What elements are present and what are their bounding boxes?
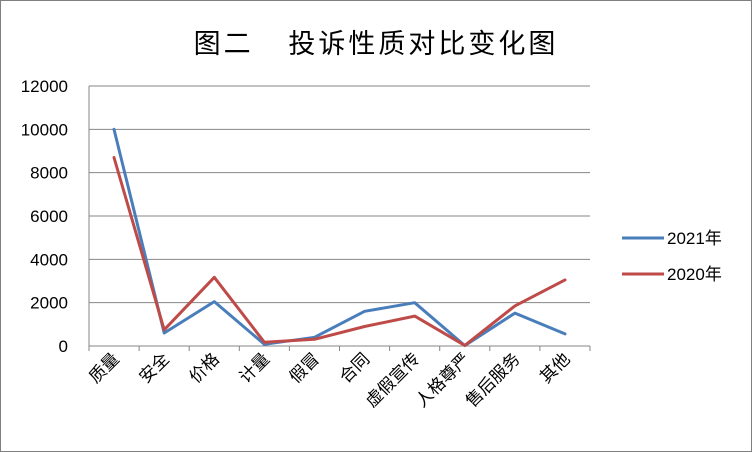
y-tick-label: 12000	[21, 77, 68, 96]
y-tick-label: 6000	[30, 207, 68, 226]
y-tick-label: 4000	[30, 250, 68, 269]
x-category-label: 其他	[536, 349, 574, 387]
y-tick-label: 8000	[30, 164, 68, 183]
x-category-label: 假冒	[286, 349, 324, 387]
legend-label-2: 2020年	[667, 265, 722, 284]
x-category-label: 价格	[186, 349, 224, 387]
x-category-label: 质量	[85, 349, 123, 387]
chart-title: 图二 投诉性质对比变化图	[193, 29, 559, 60]
y-axis-tick-labels: 0 2000 4000 6000 8000 10000 12000	[21, 77, 68, 356]
axes	[88, 86, 591, 351]
y-tick-label: 2000	[30, 294, 68, 313]
x-category-label: 合同	[336, 349, 374, 387]
x-category-label: 虚假宣传	[362, 349, 424, 411]
series-lines	[112, 127, 567, 348]
x-category-label: 计量	[236, 349, 274, 387]
x-category-label: 人格尊严	[412, 349, 474, 411]
legend: 2021年 2020年	[622, 229, 722, 284]
x-category-label: 售后服务	[462, 349, 524, 411]
x-category-label: 安全	[136, 349, 174, 387]
legend-label-1: 2021年	[667, 229, 722, 248]
gridlines	[89, 85, 590, 304]
y-tick-label: 0	[59, 337, 68, 356]
series-line-2	[112, 156, 567, 347]
series-line-1	[112, 127, 567, 348]
y-tick-label: 10000	[21, 120, 68, 139]
